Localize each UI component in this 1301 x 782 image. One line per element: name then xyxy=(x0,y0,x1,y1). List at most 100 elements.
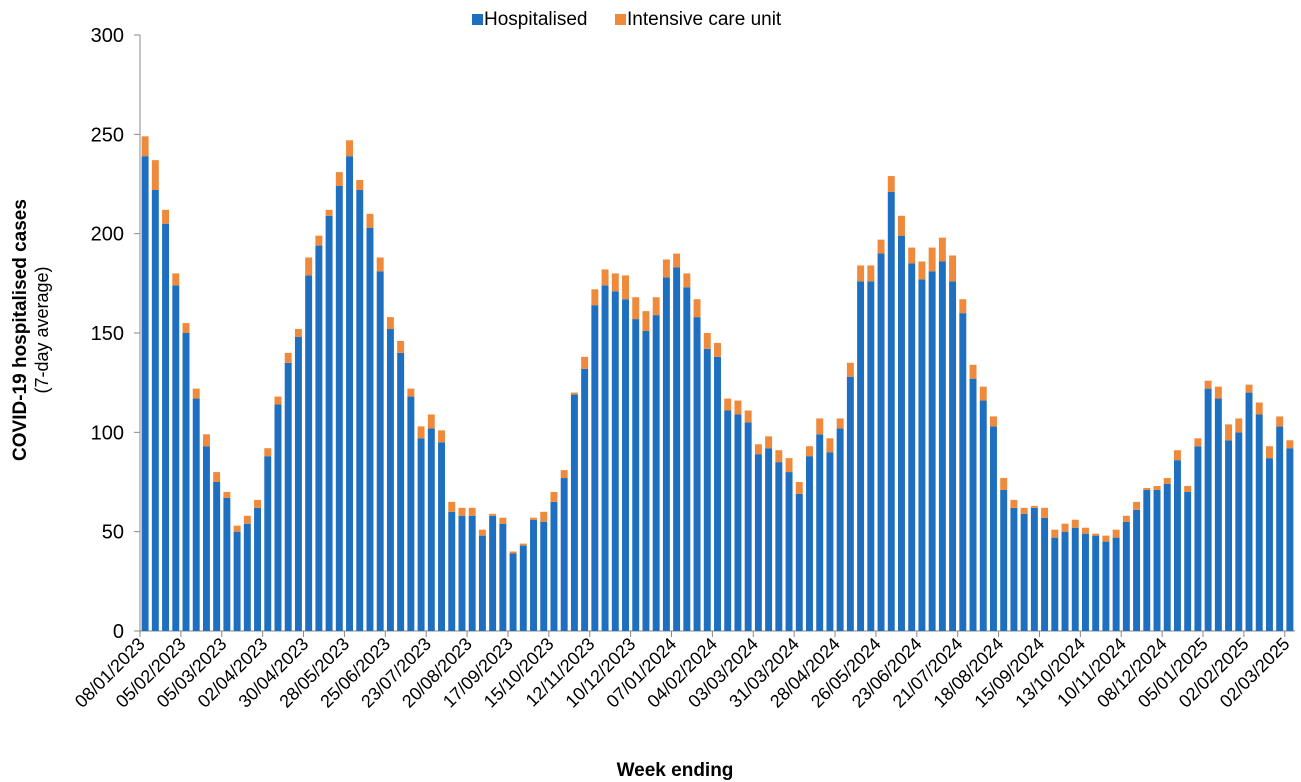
bar-segment xyxy=(1265,458,1273,631)
bar-segment xyxy=(591,289,599,306)
bar-segment xyxy=(325,215,333,631)
bar-segment xyxy=(305,275,313,631)
bar-segment xyxy=(223,497,231,631)
bar-segment xyxy=(162,209,170,224)
bar-segment xyxy=(274,396,282,405)
bar-segment xyxy=(1081,533,1089,631)
bar-segment xyxy=(693,299,701,318)
bar-segment xyxy=(795,482,803,494)
bar-segment xyxy=(683,273,691,288)
y-tick-label: 100 xyxy=(91,422,124,444)
bar-segment xyxy=(366,213,374,228)
bar-segment xyxy=(202,446,210,631)
bar-segment xyxy=(979,386,987,401)
bar-segment xyxy=(806,446,813,457)
bar-segment xyxy=(1020,513,1028,631)
bar-segment xyxy=(182,323,190,333)
bar-segment xyxy=(417,438,425,631)
bar-segment xyxy=(264,448,272,457)
bar-segment xyxy=(243,523,251,631)
bar-segment xyxy=(550,501,558,631)
bar-segment xyxy=(734,414,742,631)
bar-segment xyxy=(192,388,200,399)
bar-segment xyxy=(407,396,415,631)
bar-segment xyxy=(949,255,957,282)
bar-segment xyxy=(499,523,507,631)
y-tick-label: 0 xyxy=(113,621,124,643)
bar-segment xyxy=(448,511,456,631)
bar-segment xyxy=(560,478,568,631)
bar-segment xyxy=(182,333,190,631)
bar-segment xyxy=(1051,529,1059,538)
y-tick-label: 50 xyxy=(102,522,124,544)
bar-segment xyxy=(376,271,384,631)
bar-segment xyxy=(141,156,149,632)
bar-segment xyxy=(192,398,200,631)
bar-segment xyxy=(887,176,895,192)
bar-segment xyxy=(1092,535,1100,631)
bar-segment xyxy=(928,247,936,272)
bar-segment xyxy=(662,259,670,278)
bar-segment xyxy=(857,265,865,282)
bar-segment xyxy=(162,223,170,631)
bar-segment xyxy=(611,291,619,631)
bar-segment xyxy=(1225,440,1233,631)
bar-segment xyxy=(959,313,967,631)
bar-segment xyxy=(877,253,885,632)
bar-segment xyxy=(530,517,537,520)
bar-segment xyxy=(1173,460,1181,631)
y-tick-label: 150 xyxy=(91,323,124,345)
bar-segment xyxy=(775,462,783,631)
bar-segment xyxy=(519,545,527,631)
bar-segment xyxy=(714,356,721,631)
bar-segment xyxy=(478,529,486,536)
bar-segment xyxy=(397,352,405,631)
bar-segment xyxy=(570,392,578,395)
bar-segment xyxy=(468,515,476,631)
bar-segment xyxy=(887,191,895,632)
bar-segment xyxy=(816,434,824,631)
bar-segment xyxy=(1143,489,1151,631)
bar-segment xyxy=(417,426,425,439)
bar-segment xyxy=(376,257,384,272)
bar-segment xyxy=(1102,541,1110,631)
bar-segment xyxy=(1235,418,1243,433)
bar-segment xyxy=(775,450,783,463)
bar-segment xyxy=(1133,509,1141,631)
bar-segment xyxy=(284,362,292,631)
bar-segment xyxy=(570,394,578,631)
bar-segment xyxy=(949,281,957,631)
bar-segment xyxy=(601,285,609,631)
bar-segment xyxy=(1245,384,1253,393)
bar-segment xyxy=(826,452,834,631)
bar-segment xyxy=(294,336,302,631)
bar-segment xyxy=(1143,487,1151,490)
bar-segment xyxy=(724,398,732,411)
bar-segment xyxy=(898,215,905,236)
bar-segment xyxy=(151,160,159,190)
bar-segment xyxy=(908,263,916,631)
bar-segment xyxy=(969,364,977,379)
bar-segment xyxy=(1194,446,1202,631)
bar-segment xyxy=(693,317,701,631)
bar-segment xyxy=(356,180,364,190)
bar-segment xyxy=(1153,489,1161,631)
bar-segment xyxy=(1030,507,1038,631)
bar-segment xyxy=(489,513,497,516)
bar-segment xyxy=(438,442,446,631)
bar-segment xyxy=(294,329,302,337)
bar-segment xyxy=(1030,505,1038,508)
bar-segment xyxy=(806,456,813,631)
bar-segment xyxy=(141,136,149,157)
bar-segment xyxy=(673,253,681,268)
bar-segment xyxy=(765,436,773,449)
bar-segment xyxy=(979,400,987,631)
bar-segment xyxy=(1071,527,1079,631)
bar-segment xyxy=(816,418,824,435)
bar-segment xyxy=(908,247,916,264)
bar-segment xyxy=(223,491,231,498)
bar-segment xyxy=(1194,438,1202,447)
bar-segment xyxy=(1061,523,1069,532)
bar-segment xyxy=(1061,531,1069,631)
